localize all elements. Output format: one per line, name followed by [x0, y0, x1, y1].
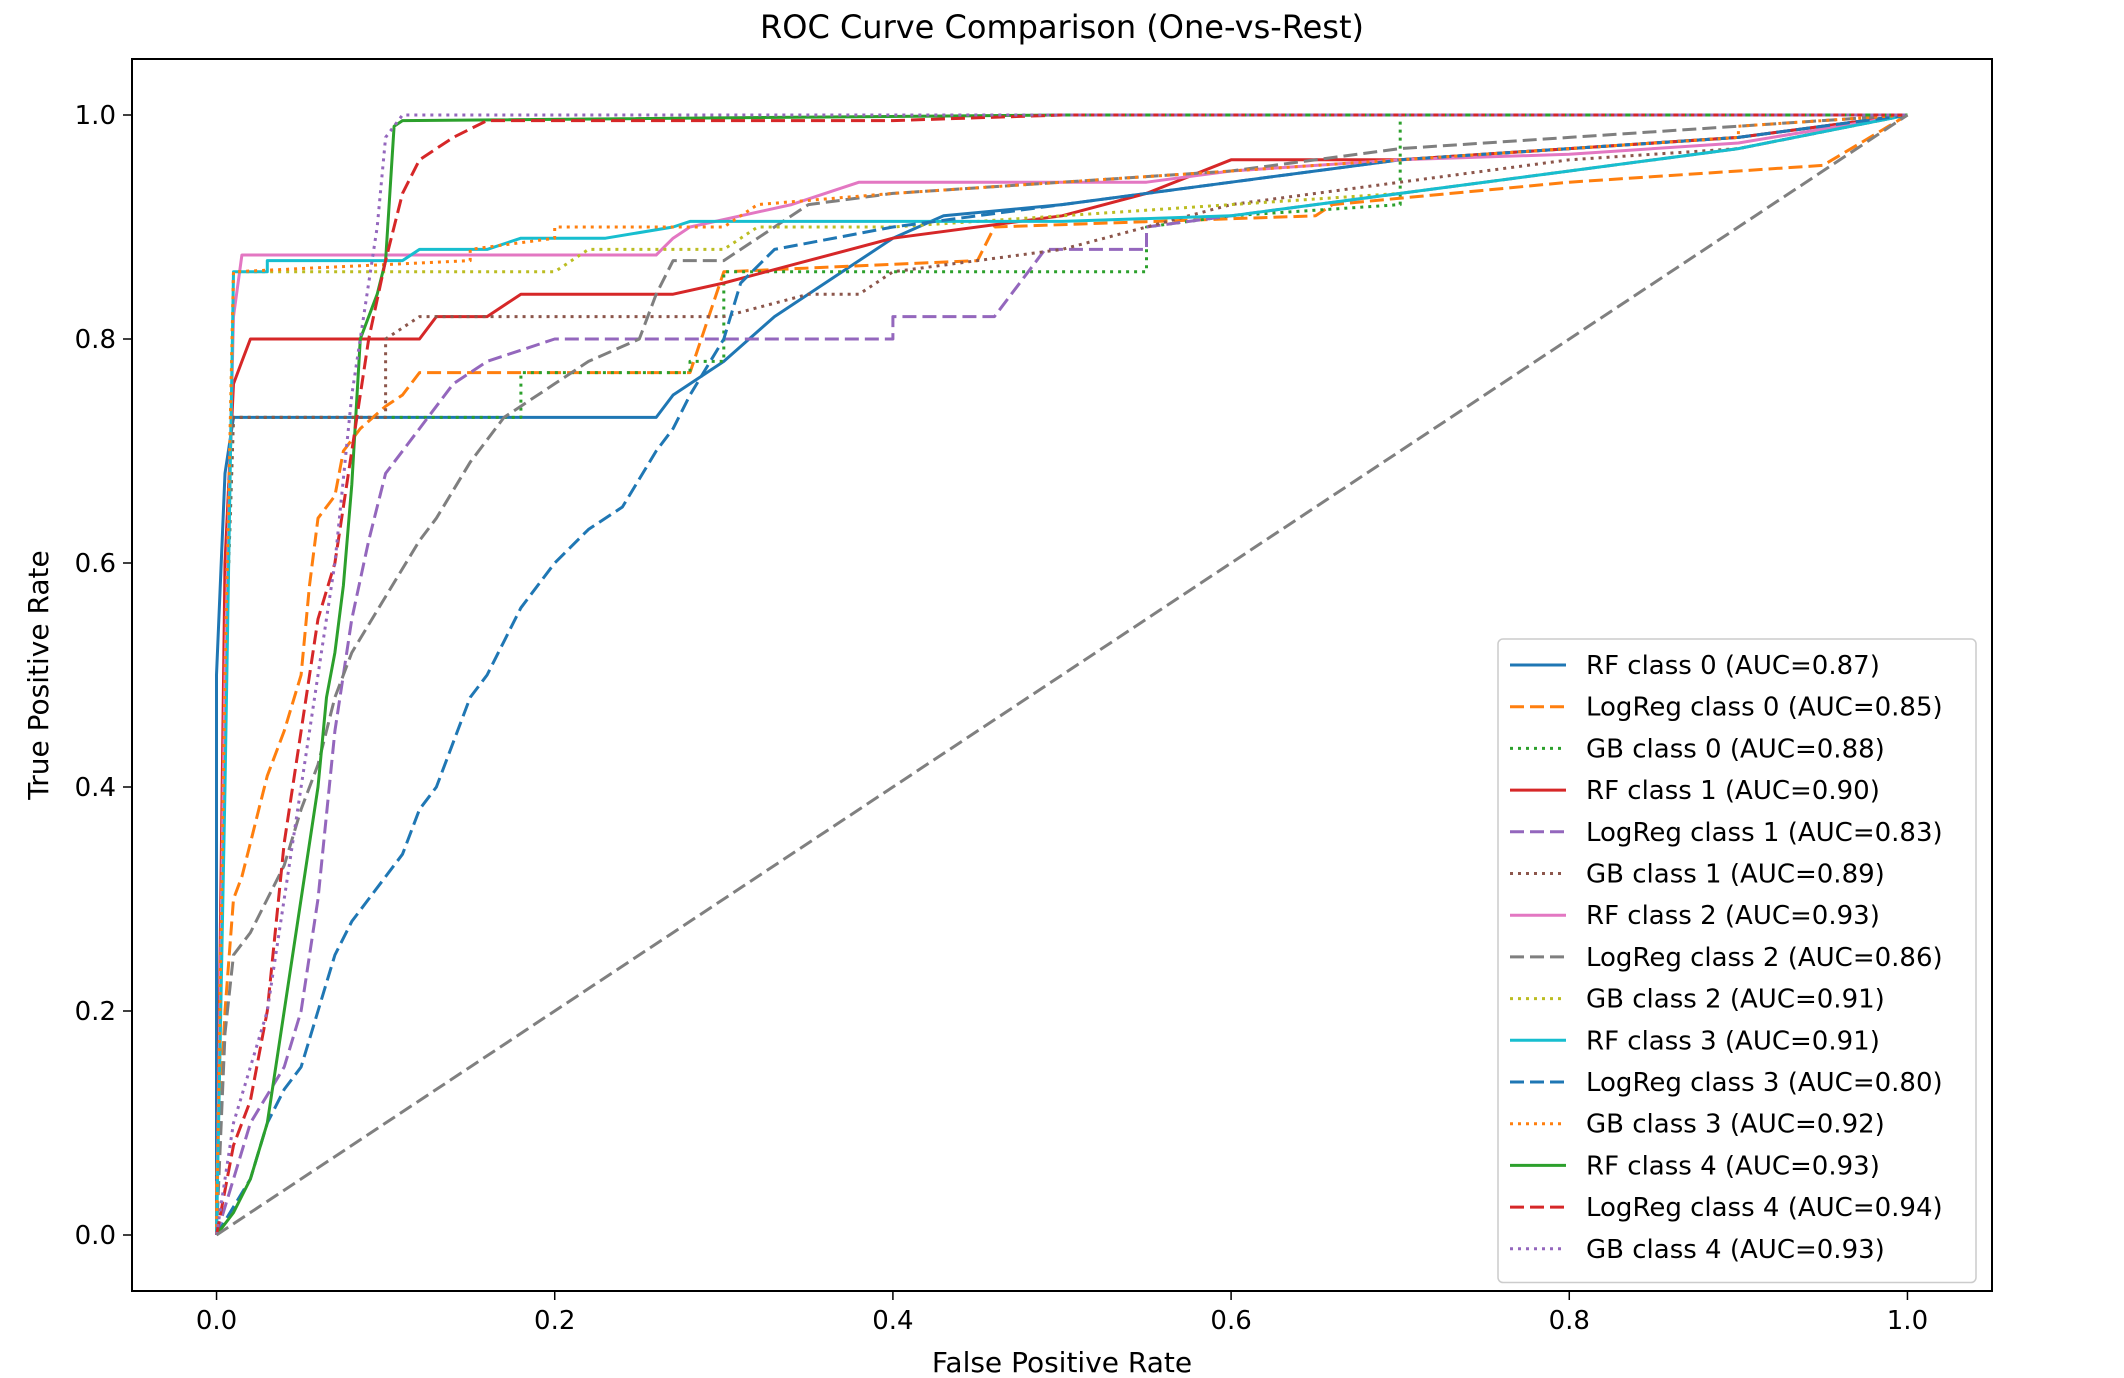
- y-tick-label: 0.8: [75, 325, 116, 355]
- x-tick-label: 0.6: [1210, 1306, 1251, 1336]
- roc-line-10: [215, 113, 1908, 1236]
- legend-box: [1497, 638, 1977, 1284]
- legend-label: GB class 2 (AUC=0.91): [1586, 985, 1885, 1015]
- legend-label: RF class 0 (AUC=0.87): [1586, 651, 1880, 681]
- y-axis-label: True Positive Rate: [22, 550, 55, 800]
- roc-line-12: [215, 113, 1908, 1236]
- x-tick-label: 0.4: [872, 1306, 913, 1336]
- y-tick-label: 0.2: [75, 997, 116, 1027]
- y-tick-label: 0.4: [75, 773, 116, 803]
- chance-diagonal-line: [215, 113, 1909, 1237]
- roc-line-6: [215, 113, 1908, 1236]
- roc-line-2: [215, 113, 1909, 1235]
- roc-line-8: [215, 113, 1908, 1236]
- legend-label: GB class 1 (AUC=0.89): [1586, 860, 1885, 890]
- axis-ticks: 0.0 0.2 0.4 0.6 0.8 1.0 0.0 0.2 0.4 0.6 0.8 1.0: [75, 101, 1928, 1336]
- legend-label: RF class 3 (AUC=0.91): [1586, 1026, 1880, 1056]
- x-tick-label: 0.0: [196, 1306, 237, 1336]
- roc-line-13: [215, 113, 1908, 1236]
- legend-label: RF class 2 (AUC=0.93): [1586, 901, 1880, 931]
- legend-label: GB class 4 (AUC=0.93): [1586, 1235, 1885, 1265]
- y-tick-label: 0.6: [75, 549, 116, 579]
- legend-label: RF class 1 (AUC=0.90): [1586, 776, 1880, 806]
- roc-line-11: [215, 113, 1908, 1236]
- legend-label: LogReg class 3 (AUC=0.80): [1586, 1068, 1943, 1098]
- legend: RF class 0 (AUC=0.87) LogReg class 0 (AUC…: [1497, 638, 1977, 1284]
- x-tick-label: 0.8: [1549, 1306, 1590, 1336]
- legend-label: LogReg class 4 (AUC=0.94): [1586, 1193, 1943, 1223]
- x-tick-label: 1.0: [1887, 1306, 1928, 1336]
- chart-title: ROC Curve Comparison (One-vs-Rest): [760, 8, 1364, 46]
- plot-area: [215, 113, 1909, 1237]
- y-tick-label: 1.0: [75, 101, 116, 131]
- y-tick-label: 0.0: [75, 1221, 116, 1251]
- x-axis-label: False Positive Rate: [932, 1346, 1192, 1378]
- roc-line-7: [215, 113, 1908, 1236]
- x-tick-label: 0.2: [534, 1306, 575, 1336]
- legend-label: LogReg class 0 (AUC=0.85): [1586, 693, 1943, 723]
- roc-line-4: [215, 113, 1908, 1236]
- roc-line-9: [215, 113, 1908, 1236]
- legend-label: GB class 3 (AUC=0.92): [1586, 1110, 1885, 1140]
- roc-line-14: [215, 113, 1908, 1236]
- legend-label: RF class 4 (AUC=0.93): [1586, 1151, 1880, 1181]
- roc-line-15: [215, 113, 1908, 1236]
- axes-frame: [131, 58, 1993, 1292]
- legend-label: LogReg class 2 (AUC=0.86): [1586, 943, 1943, 973]
- legend-label: LogReg class 1 (AUC=0.83): [1586, 818, 1943, 848]
- legend-label: GB class 0 (AUC=0.88): [1586, 734, 1885, 764]
- roc-line-5: [215, 113, 1908, 1236]
